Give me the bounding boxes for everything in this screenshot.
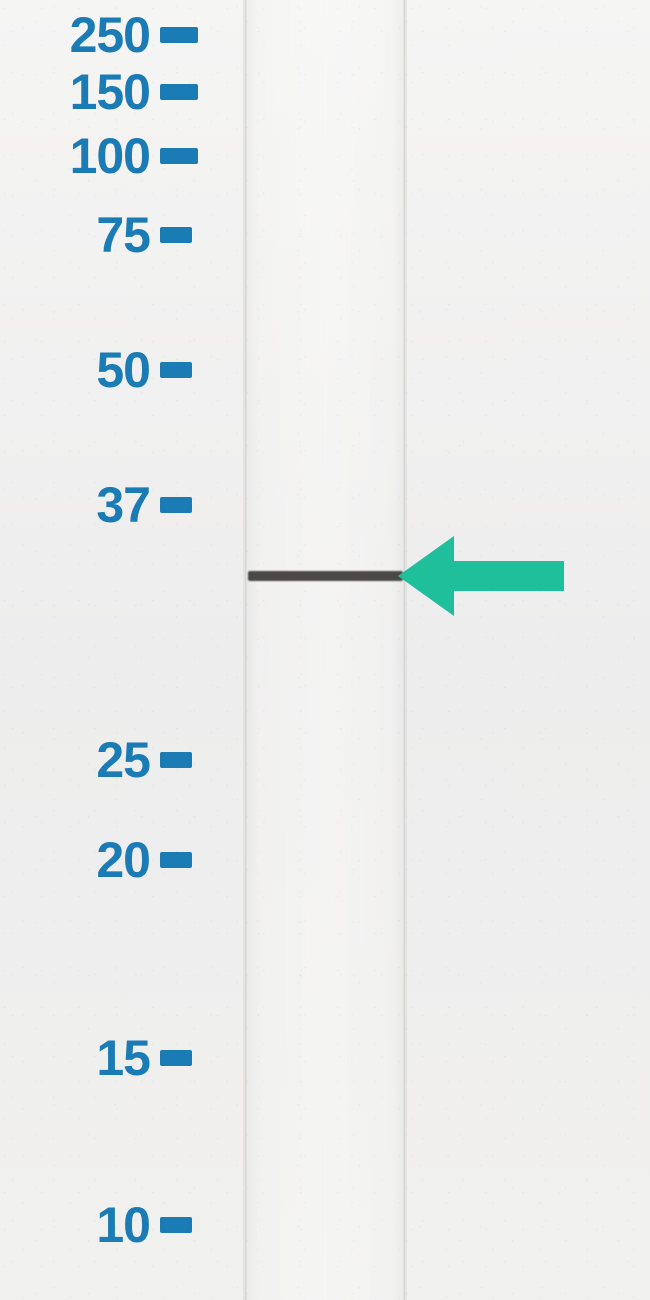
marker-label: 20 xyxy=(0,831,150,889)
marker-dash xyxy=(160,497,192,513)
marker-row: 50 xyxy=(0,341,192,399)
marker-label: 150 xyxy=(0,63,150,121)
marker-row: 20 xyxy=(0,831,192,889)
arrow-tail xyxy=(454,561,564,591)
marker-dash xyxy=(160,148,198,164)
marker-row: 75 xyxy=(0,206,192,264)
marker-label: 50 xyxy=(0,341,150,399)
marker-dash xyxy=(160,362,192,378)
marker-row: 15 xyxy=(0,1029,192,1087)
marker-row: 37 xyxy=(0,476,192,534)
arrow-head-icon xyxy=(398,536,454,616)
marker-row: 25 xyxy=(0,731,192,789)
protein-band xyxy=(248,571,403,581)
marker-label: 75 xyxy=(0,206,150,264)
marker-dash xyxy=(160,1217,192,1233)
marker-dash xyxy=(160,84,198,100)
marker-dash xyxy=(160,27,198,43)
marker-dash xyxy=(160,752,192,768)
marker-label: 37 xyxy=(0,476,150,534)
marker-row: 150 xyxy=(0,63,198,121)
marker-label: 25 xyxy=(0,731,150,789)
indicator-arrow xyxy=(398,536,564,616)
marker-row: 250 xyxy=(0,6,198,64)
marker-label: 250 xyxy=(0,6,150,64)
blot-lane xyxy=(245,0,405,1300)
marker-row: 10 xyxy=(0,1196,192,1254)
marker-dash xyxy=(160,852,192,868)
marker-dash xyxy=(160,227,192,243)
marker-dash xyxy=(160,1050,192,1066)
marker-label: 10 xyxy=(0,1196,150,1254)
marker-label: 100 xyxy=(0,127,150,185)
marker-row: 100 xyxy=(0,127,198,185)
marker-label: 15 xyxy=(0,1029,150,1087)
